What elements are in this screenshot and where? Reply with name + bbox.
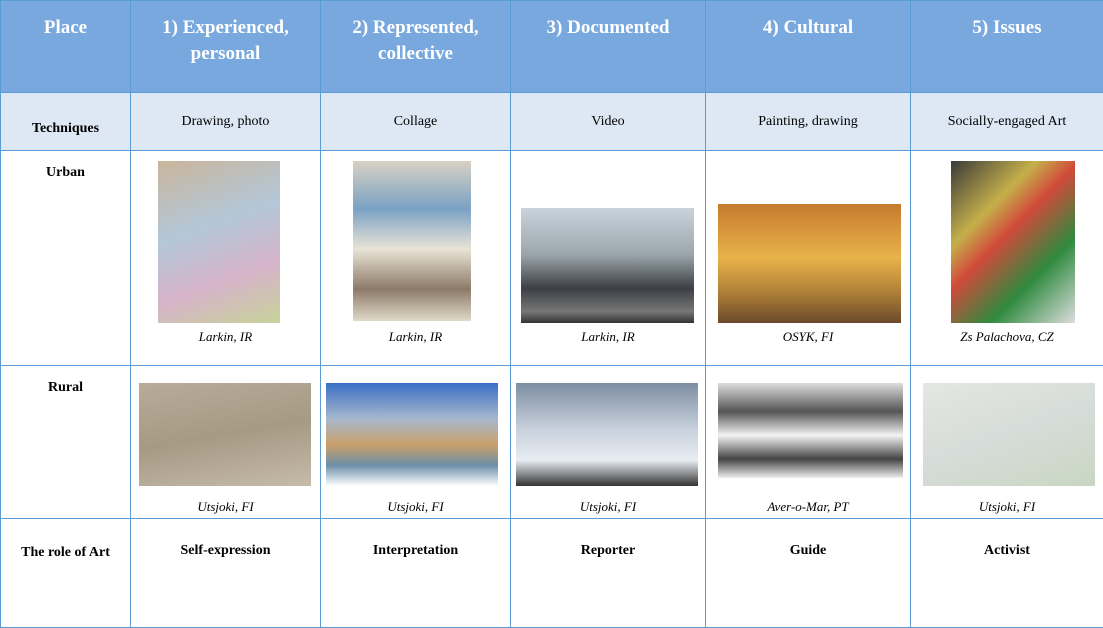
row-label: Rural [1,366,131,519]
image-cell: Aver-o-Mar, PT [706,366,911,519]
image-caption: Utsjoki, FI [131,499,320,515]
image-cell: OSYK, FI [706,151,911,366]
art-role: Activist [911,519,1103,628]
artwork-image [951,161,1075,323]
technique: Video [511,93,706,151]
artwork-image [718,204,901,323]
column-header: Place [1,1,131,93]
image-caption: Larkin, IR [321,329,510,345]
art-role: Self-expression [131,519,321,628]
image-caption: Larkin, IR [131,329,320,345]
image-caption: Utsjoki, FI [321,499,510,515]
image-caption: OSYK, FI [706,329,910,345]
column-header: 2) Represented, collective [321,1,511,93]
column-header: 5) Issues [911,1,1103,93]
row-label: Techniques [1,93,131,151]
technique: Socially-engaged Art [911,93,1103,151]
image-caption: Zs Palachova, CZ [911,329,1103,345]
image-caption: Utsjoki, FI [911,499,1103,515]
image-cell: Utsjoki, FI [321,366,511,519]
image-cell: Larkin, IR [131,151,321,366]
artwork-image [923,383,1095,486]
column-header: 3) Documented [511,1,706,93]
art-role: Guide [706,519,911,628]
artwork-image [521,208,694,323]
artwork-image [139,383,311,486]
image-cell: Zs Palachova, CZ [911,151,1103,366]
technique: Drawing, photo [131,93,321,151]
artwork-image [158,161,280,323]
image-cell: Larkin, IR [511,151,706,366]
technique: Painting, drawing [706,93,911,151]
image-caption: Utsjoki, FI [511,499,705,515]
image-cell: Utsjoki, FI [511,366,706,519]
technique: Collage [321,93,511,151]
image-caption: Aver-o-Mar, PT [706,499,910,515]
artwork-image [718,383,903,478]
row-label: The role of Art [1,519,131,628]
image-cell: Larkin, IR [321,151,511,366]
artwork-image [516,383,698,486]
column-header: 4) Cultural [706,1,911,93]
image-cell: Utsjoki, FI [131,366,321,519]
art-role: Reporter [511,519,706,628]
row-label: Urban [1,151,131,366]
art-role: Interpretation [321,519,511,628]
artwork-image [353,161,471,321]
image-cell: Utsjoki, FI [911,366,1103,519]
artwork-image [326,383,498,486]
image-caption: Larkin, IR [511,329,705,345]
column-header: 1) Experienced, personal [131,1,321,93]
